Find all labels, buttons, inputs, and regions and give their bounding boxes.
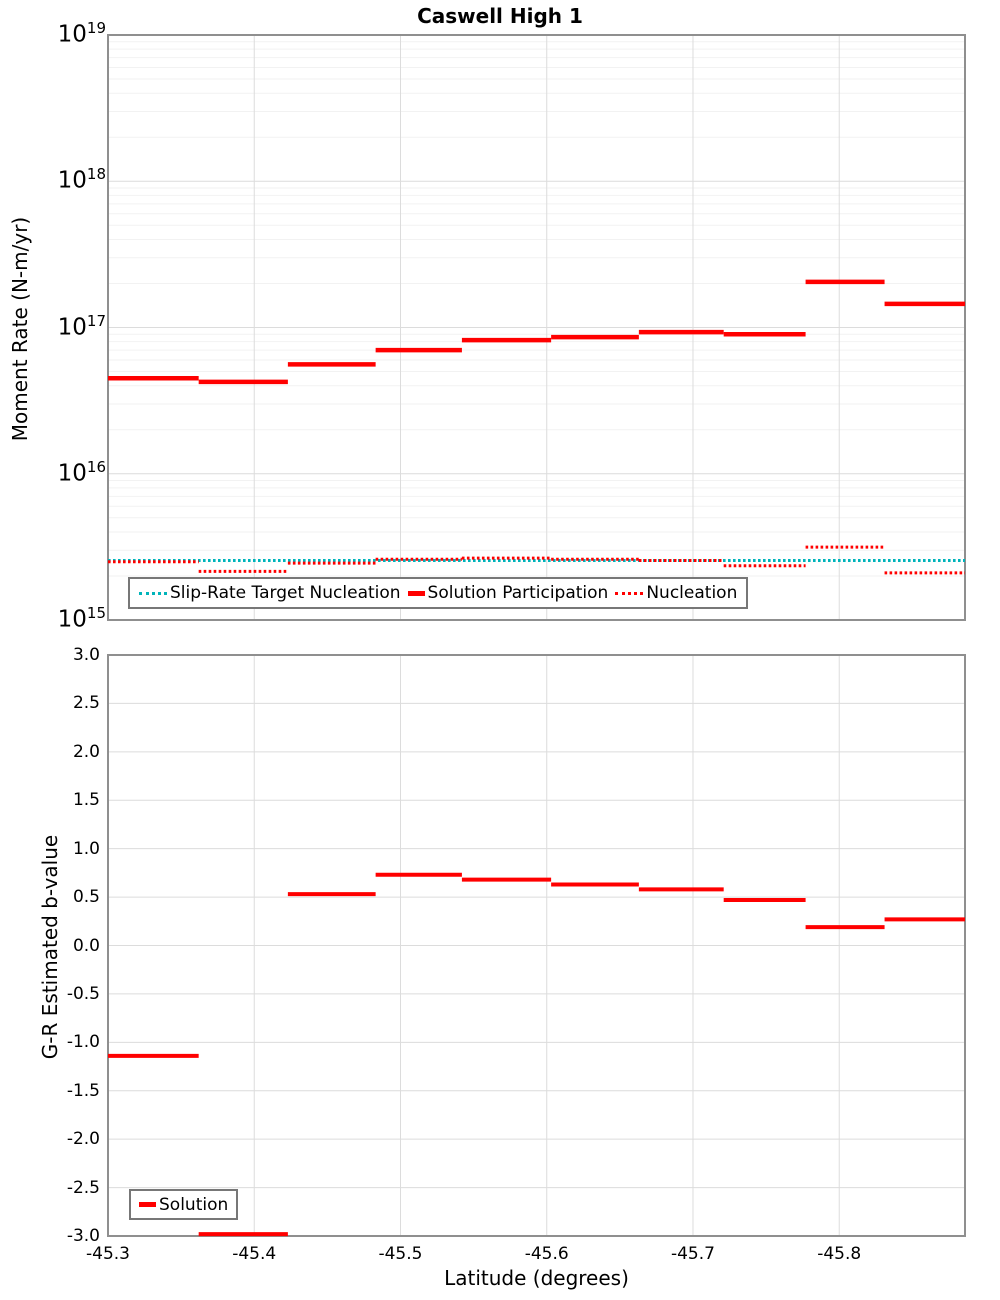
b-value-y-tick-label: -1.5 (66, 1080, 100, 1101)
legend-sample-line (615, 591, 644, 595)
b-value-y-tick-label: 0.0 (72, 935, 100, 956)
moment-rate-y-tick-label: 1018 (57, 165, 106, 194)
bottom-plot-legend: Solution (129, 1189, 239, 1220)
b-value-y-tick-label: -3.0 (66, 1226, 100, 1246)
b-value-y-tick-label: -2.5 (66, 1177, 100, 1198)
b-value-y-tick-label: 1.5 (72, 790, 100, 811)
latitude-x-tick-label: -45.3 (86, 1244, 130, 1264)
moment-rate-y-tick-label: 1015 (57, 604, 106, 633)
top-plot-legend: Slip-Rate Target Nucleation Solution Part… (128, 577, 749, 609)
legend-item: Slip-Rate Target Nucleation (139, 583, 401, 603)
moment-rate-y-tick-label: 1019 (57, 19, 106, 48)
b-value-y-tick-label: -1.0 (66, 1032, 100, 1053)
b-value-y-tick-label: 2.0 (72, 741, 100, 762)
legend-item-label: Solution Participation (427, 583, 609, 603)
moment-rate-y-tick-label: 1016 (57, 457, 106, 487)
latitude-x-tick-label: -45.8 (817, 1244, 862, 1264)
chart-title: Caswell High 1 (417, 4, 583, 28)
moment-rate-plot-border (107, 34, 966, 621)
legend-item-label: Solution (159, 1194, 229, 1215)
b-value-y-tick-label: -0.5 (66, 983, 100, 1004)
latitude-x-tick-label: -45.7 (670, 1244, 715, 1264)
b-value-y-tick-label: 2.5 (72, 693, 100, 714)
legend-sample-line (139, 591, 167, 595)
b-value-y-tick-label: 1.0 (72, 838, 100, 859)
b-value-y-tick-label: -2.0 (66, 1129, 100, 1150)
b-value-plot-border (107, 654, 966, 1237)
legend-item-label: Nucleation (646, 583, 738, 603)
latitude-x-tick-label: -45.5 (378, 1244, 423, 1264)
b-value-y-tick-label: 3.0 (72, 645, 100, 665)
legend-item: Nucleation (615, 583, 737, 603)
latitude-axis-title: Latitude (degrees) (444, 1266, 629, 1290)
b-value-y-tick-label: 0.5 (72, 887, 100, 908)
legend-item: Solution (139, 1195, 228, 1215)
legend-item: Solution Participation (407, 583, 609, 603)
legend-sample-line (407, 590, 425, 596)
latitude-x-tick-label: -45.4 (232, 1244, 277, 1264)
legend-item-label: Slip-Rate Target Nucleation (170, 583, 401, 603)
moment-rate-y-tick-label: 1017 (57, 311, 106, 341)
legend-sample-line (139, 1202, 156, 1207)
latitude-x-tick-label: -45.6 (524, 1244, 569, 1264)
